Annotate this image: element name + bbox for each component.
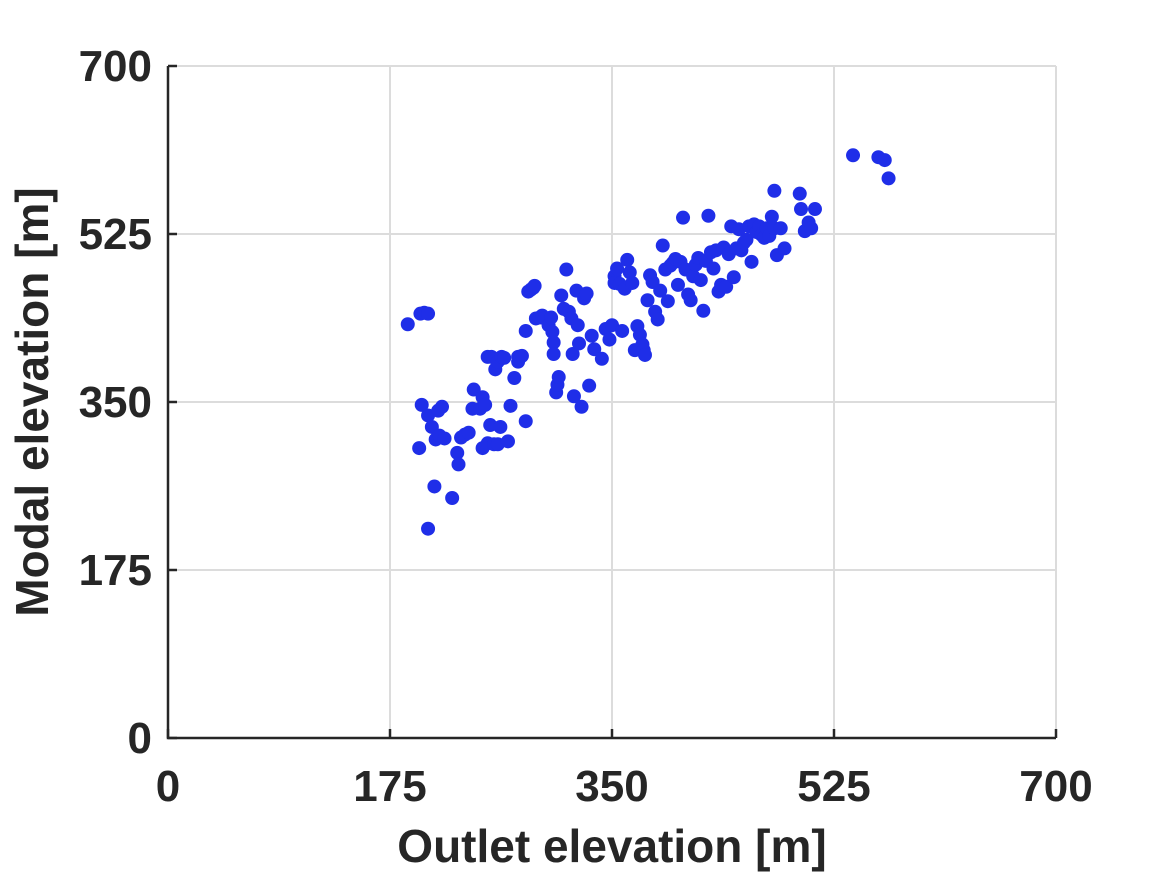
data-point	[777, 241, 792, 256]
axes	[166, 64, 1058, 740]
x-axis-label: Outlet elevation [m]	[397, 820, 826, 872]
data-point	[773, 221, 788, 236]
data-point	[461, 425, 476, 440]
data-point	[551, 370, 566, 385]
data-point	[594, 351, 609, 366]
data-point	[412, 441, 427, 456]
data-point	[701, 208, 716, 223]
data-point	[565, 347, 580, 361]
data-point	[767, 183, 782, 198]
data-point	[400, 317, 415, 332]
data-point	[518, 414, 533, 429]
y-tick-label: 700	[79, 42, 152, 91]
data-point	[655, 238, 670, 253]
data-point	[605, 318, 619, 333]
data-point	[579, 286, 594, 301]
data-point	[726, 270, 741, 285]
x-tick-label: 700	[1019, 762, 1092, 811]
data-point	[507, 371, 522, 385]
data-point	[670, 277, 685, 292]
data-point	[693, 273, 708, 288]
data-point	[719, 279, 734, 294]
x-tick-label: 175	[353, 762, 426, 811]
data-point	[497, 350, 512, 365]
data-point	[451, 457, 466, 472]
data-point	[435, 399, 450, 414]
data-point	[427, 479, 442, 494]
data-point	[574, 399, 589, 414]
data-point	[546, 347, 561, 361]
data-point	[660, 294, 675, 309]
data-point	[625, 275, 640, 290]
data-points	[400, 148, 896, 536]
data-point	[559, 262, 574, 277]
data-point	[764, 209, 779, 224]
data-point	[637, 347, 652, 362]
data-point	[527, 278, 542, 293]
data-point	[792, 186, 807, 201]
data-point	[622, 265, 637, 280]
data-point	[696, 303, 711, 318]
data-point	[545, 324, 560, 339]
data-point	[414, 397, 429, 412]
data-point	[584, 328, 599, 343]
data-point	[650, 312, 665, 327]
data-point	[421, 521, 436, 536]
data-point	[587, 342, 602, 357]
data-point	[683, 293, 698, 308]
data-point	[478, 397, 493, 412]
data-point	[445, 491, 460, 505]
y-tick-label: 525	[79, 210, 152, 259]
y-axis-label: Modal elevation [m]	[6, 187, 58, 616]
data-point	[500, 434, 515, 449]
data-point	[706, 261, 721, 276]
data-point	[570, 318, 585, 333]
data-point	[554, 288, 569, 303]
x-tick-label: 0	[156, 762, 180, 811]
y-tick-label: 175	[79, 546, 152, 595]
data-point	[610, 261, 625, 276]
data-point	[804, 221, 819, 236]
data-point	[572, 336, 587, 351]
data-point	[602, 332, 617, 347]
data-point	[546, 335, 561, 350]
data-point	[807, 202, 822, 217]
x-tick-label: 525	[797, 762, 870, 811]
data-point	[493, 419, 508, 434]
y-tick-label: 350	[79, 378, 152, 427]
data-point	[653, 283, 668, 298]
data-point	[744, 254, 759, 269]
tick-labels: 0 175 350 525 700 0 175 350 525 700	[79, 42, 1093, 811]
y-tick-label: 0	[128, 714, 152, 763]
data-point	[640, 293, 655, 308]
data-point	[544, 310, 559, 325]
data-point	[794, 202, 809, 217]
data-point	[676, 210, 691, 225]
data-point	[615, 323, 630, 338]
data-point	[846, 148, 861, 163]
data-point	[582, 378, 597, 393]
data-point	[881, 171, 896, 186]
data-point	[566, 389, 581, 404]
data-point	[503, 398, 518, 413]
data-point	[421, 306, 436, 321]
data-point	[877, 153, 892, 168]
grid-lines	[168, 65, 1057, 738]
data-point	[437, 431, 452, 446]
data-point	[739, 232, 754, 247]
data-point	[518, 323, 533, 338]
data-point	[450, 445, 465, 460]
data-point	[620, 252, 635, 267]
x-tick-label: 350	[575, 762, 648, 811]
data-point	[514, 348, 529, 363]
